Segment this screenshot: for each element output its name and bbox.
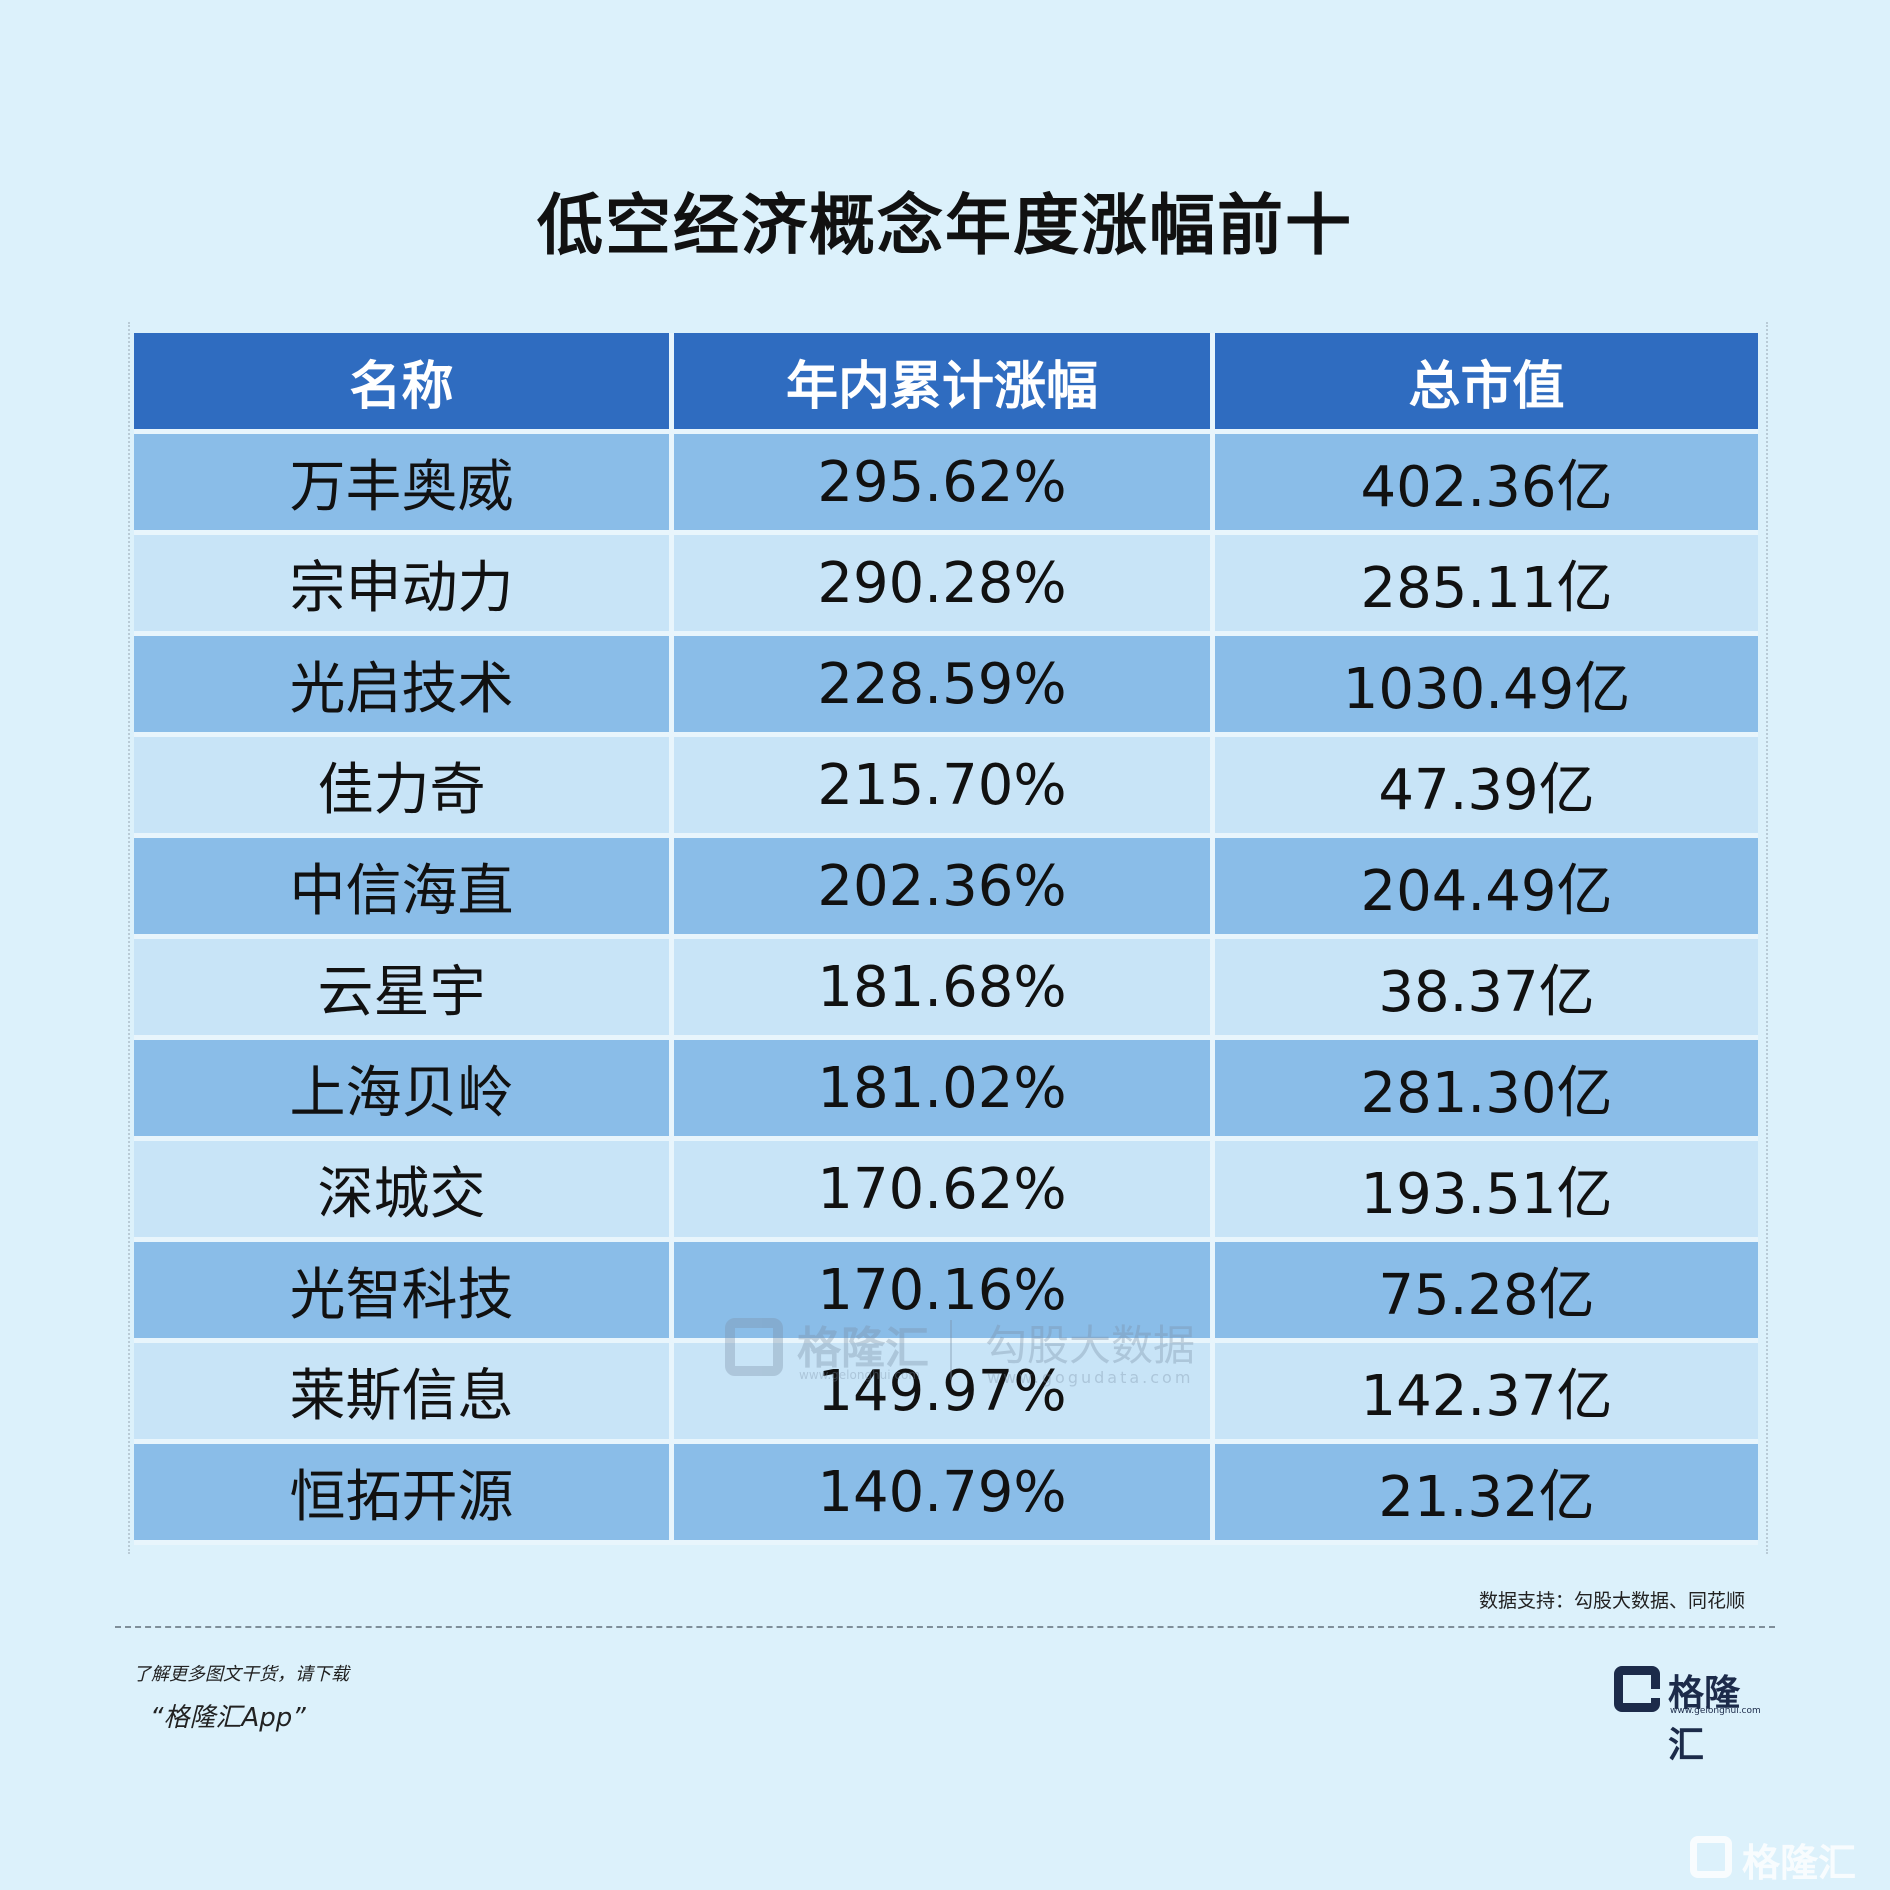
market-cap-cell: 142.37亿 [1215, 1343, 1758, 1444]
gain-cell: 170.62% [674, 1141, 1215, 1242]
gain-cell: 202.36% [674, 838, 1215, 939]
table-header-row: 名称 年内累计涨幅 总市值 [134, 333, 1758, 434]
stock-name-cell: 万丰奥威 [134, 434, 674, 535]
gain-cell: 228.59% [674, 636, 1215, 737]
gain-cell: 295.62% [674, 434, 1215, 535]
header-market-cap: 总市值 [1215, 333, 1758, 434]
stock-name-cell: 佳力奇 [134, 737, 674, 838]
stock-name-cell: 莱斯信息 [134, 1343, 674, 1444]
market-cap-cell: 21.32亿 [1215, 1444, 1758, 1545]
gain-cell: 140.79% [674, 1444, 1215, 1545]
market-cap-cell: 75.28亿 [1215, 1242, 1758, 1343]
promo-line-2: “格隆汇App” [150, 1703, 306, 1733]
header-name: 名称 [134, 333, 674, 434]
market-cap-cell: 285.11亿 [1215, 535, 1758, 636]
gain-cell: 149.97% [674, 1343, 1215, 1444]
market-cap-cell: 193.51亿 [1215, 1141, 1758, 1242]
stock-name-cell: 宗申动力 [134, 535, 674, 636]
gain-cell: 215.70% [674, 737, 1215, 838]
stock-name-cell: 深城交 [134, 1141, 674, 1242]
promo-line-1: 了解更多图文干货，请下载 [133, 1664, 349, 1685]
table-row: 佳力奇 215.70% 47.39亿 [134, 737, 1758, 838]
market-cap-cell: 47.39亿 [1215, 737, 1758, 838]
gain-cell: 290.28% [674, 535, 1215, 636]
table-body: 万丰奥威 295.62% 402.36亿 宗申动力 290.28% 285.11亿 光启技术… [134, 434, 1758, 1545]
page-title: 低空经济概念年度涨幅前十 [537, 187, 1353, 264]
brand-logo: 格隆汇 www.gelonghui.com [1614, 1664, 1774, 1766]
gain-cell: 170.16% [674, 1242, 1215, 1343]
table-row: 中信海直 202.36% 204.49亿 [134, 838, 1758, 939]
table-row: 云星宇 181.68% 38.37亿 [134, 939, 1758, 1040]
market-cap-cell: 38.37亿 [1215, 939, 1758, 1040]
brand-url: www.gelonghui.com [1670, 1706, 1761, 1716]
stock-name-cell: 光启技术 [134, 636, 674, 737]
brand-logo-icon [1614, 1666, 1660, 1712]
stock-name-cell: 恒拓开源 [134, 1444, 674, 1545]
market-cap-cell: 1030.49亿 [1215, 636, 1758, 737]
stock-name-cell: 中信海直 [134, 838, 674, 939]
stock-name-cell: 上海贝岭 [134, 1040, 674, 1141]
table-row: 宗申动力 290.28% 285.11亿 [134, 535, 1758, 636]
table-row: 深城交 170.62% 193.51亿 [134, 1141, 1758, 1242]
gain-cell: 181.02% [674, 1040, 1215, 1141]
market-cap-cell: 204.49亿 [1215, 838, 1758, 939]
market-cap-cell: 402.36亿 [1215, 434, 1758, 535]
table-row: 莱斯信息 149.97% 142.37亿 [134, 1343, 1758, 1444]
table-row: 上海贝岭 181.02% 281.30亿 [134, 1040, 1758, 1141]
table-row: 恒拓开源 140.79% 21.32亿 [134, 1444, 1758, 1545]
corner-watermark: 格隆汇 [1690, 1832, 1880, 1885]
source-note: 数据支持：勾股大数据、同花顺 [1478, 1590, 1745, 1612]
corner-logo-icon [1690, 1836, 1732, 1878]
table-row: 万丰奥威 295.62% 402.36亿 [134, 434, 1758, 535]
corner-watermark-text: 格隆汇 [1742, 1841, 1857, 1885]
gain-cell: 181.68% [674, 939, 1215, 1040]
table-row: 光启技术 228.59% 1030.49亿 [134, 636, 1758, 737]
ranking-table: 名称 年内累计涨幅 总市值 万丰奥威 295.62% 402.36亿 宗申动力 290.… [134, 333, 1758, 1545]
stock-name-cell: 光智科技 [134, 1242, 674, 1343]
brand-name: 格隆汇 [1668, 1673, 1741, 1766]
footer-divider [115, 1626, 1775, 1628]
header-gain: 年内累计涨幅 [674, 333, 1215, 434]
stock-name-cell: 云星宇 [134, 939, 674, 1040]
market-cap-cell: 281.30亿 [1215, 1040, 1758, 1141]
table-row: 光智科技 170.16% 75.28亿 [134, 1242, 1758, 1343]
